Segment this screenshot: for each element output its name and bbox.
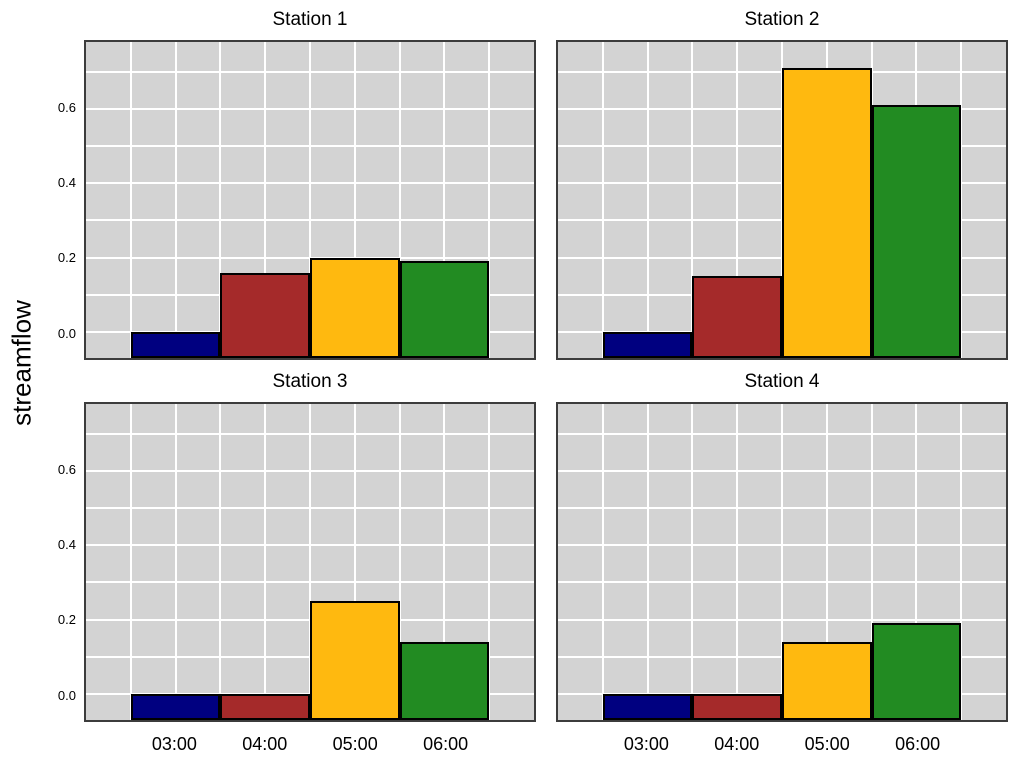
gridline-vertical bbox=[691, 42, 694, 358]
bar-station-3-03:00 bbox=[130, 693, 221, 720]
bar-station-1-04:00 bbox=[220, 272, 310, 358]
y-tick-label-0.2: 0.2 bbox=[57, 612, 76, 628]
panel-title-station-4: Station 4 bbox=[744, 371, 820, 392]
gridline-vertical bbox=[398, 42, 401, 358]
gridline-vertical bbox=[736, 42, 739, 358]
gridline-vertical bbox=[353, 404, 356, 720]
gridline-vertical bbox=[960, 404, 963, 720]
gridline-horizontal bbox=[86, 507, 534, 510]
gridline-vertical bbox=[601, 42, 604, 358]
gridline-horizontal bbox=[86, 581, 534, 584]
y-tick-label-0.0: 0.0 bbox=[57, 325, 76, 341]
plot-panel-station-4 bbox=[556, 402, 1008, 722]
gridline-horizontal bbox=[558, 432, 1006, 435]
gridline-vertical bbox=[174, 42, 177, 358]
bar-station-3-06:00 bbox=[399, 641, 490, 720]
y-tick-label-0.0: 0.0 bbox=[57, 687, 76, 703]
gridline-horizontal bbox=[86, 256, 534, 259]
x-tick-label-03:00: 03:00 bbox=[623, 734, 669, 754]
bar-station-1-06:00 bbox=[399, 261, 490, 358]
bar-station-3-04:00 bbox=[220, 693, 310, 720]
x-tick-label-04:00: 04:00 bbox=[714, 734, 760, 754]
gridline-vertical bbox=[264, 404, 267, 720]
gridline-vertical bbox=[219, 404, 222, 720]
x-tick-label-04:00: 04:00 bbox=[242, 734, 288, 754]
gridline-vertical bbox=[488, 404, 491, 720]
gridline-vertical bbox=[736, 404, 739, 720]
gridline-horizontal bbox=[86, 70, 534, 73]
bar-station-4-06:00 bbox=[871, 623, 962, 720]
bar-station-2-06:00 bbox=[871, 105, 962, 358]
panel-title-station-3: Station 3 bbox=[272, 371, 348, 392]
gridline-horizontal bbox=[558, 581, 1006, 584]
bar-station-2-03:00 bbox=[602, 331, 693, 358]
bar-station-3-05:00 bbox=[310, 601, 400, 720]
gridline-vertical bbox=[353, 42, 356, 358]
gridline-vertical bbox=[174, 404, 177, 720]
plot-panel-station-1 bbox=[84, 40, 536, 360]
gridline-horizontal bbox=[558, 469, 1006, 472]
gridline-horizontal bbox=[558, 618, 1006, 621]
gridline-vertical bbox=[488, 42, 491, 358]
gridline-vertical bbox=[646, 404, 649, 720]
gridline-vertical bbox=[646, 42, 649, 358]
gridline-vertical bbox=[129, 42, 132, 358]
gridline-horizontal bbox=[86, 145, 534, 148]
gridline-vertical bbox=[309, 42, 311, 358]
bar-station-1-05:00 bbox=[310, 257, 400, 358]
gridline-vertical bbox=[960, 42, 963, 358]
gridline-vertical bbox=[870, 404, 873, 720]
gridline-vertical bbox=[443, 404, 446, 720]
plot-panel-station-3 bbox=[84, 402, 536, 722]
gridline-vertical bbox=[915, 404, 918, 720]
panel-title-station-2: Station 2 bbox=[744, 9, 820, 30]
gridline-vertical bbox=[825, 404, 828, 720]
gridline-horizontal bbox=[558, 544, 1006, 547]
gridline-vertical bbox=[691, 404, 694, 720]
gridline-vertical bbox=[781, 404, 783, 720]
gridline-vertical bbox=[601, 404, 604, 720]
bar-station-1-03:00 bbox=[130, 331, 221, 358]
bar-station-2-04:00 bbox=[692, 276, 782, 358]
x-tick-label-05:00: 05:00 bbox=[804, 734, 850, 754]
gridline-horizontal bbox=[86, 469, 534, 472]
gridline-horizontal bbox=[86, 432, 534, 435]
gridline-horizontal bbox=[86, 107, 534, 110]
x-tick-label-05:00: 05:00 bbox=[332, 734, 378, 754]
bar-station-2-05:00 bbox=[782, 68, 872, 358]
y-tick-label-0.4: 0.4 bbox=[57, 537, 76, 553]
y-axis-label: streamflow bbox=[6, 300, 37, 426]
panel-title-station-1: Station 1 bbox=[272, 9, 348, 30]
y-tick-label-0.6: 0.6 bbox=[57, 99, 76, 115]
gridline-horizontal bbox=[558, 507, 1006, 510]
x-tick-label-06:00: 06:00 bbox=[895, 734, 941, 754]
y-tick-label-0.6: 0.6 bbox=[57, 461, 76, 477]
x-tick-label-06:00: 06:00 bbox=[423, 734, 469, 754]
bar-station-4-03:00 bbox=[602, 693, 693, 720]
bar-station-4-04:00 bbox=[692, 693, 782, 720]
gridline-vertical bbox=[264, 42, 267, 358]
gridline-horizontal bbox=[86, 219, 534, 222]
bar-station-4-05:00 bbox=[782, 641, 872, 720]
x-tick-label-03:00: 03:00 bbox=[151, 734, 197, 754]
gridline-vertical bbox=[309, 404, 311, 720]
y-tick-label-0.2: 0.2 bbox=[57, 250, 76, 266]
gridline-vertical bbox=[129, 404, 132, 720]
y-tick-label-0.4: 0.4 bbox=[57, 175, 76, 191]
gridline-vertical bbox=[398, 404, 401, 720]
plot-panel-station-2 bbox=[556, 40, 1008, 360]
gridline-horizontal bbox=[86, 544, 534, 547]
gridline-horizontal bbox=[86, 182, 534, 185]
gridline-vertical bbox=[219, 42, 222, 358]
gridline-vertical bbox=[443, 42, 446, 358]
